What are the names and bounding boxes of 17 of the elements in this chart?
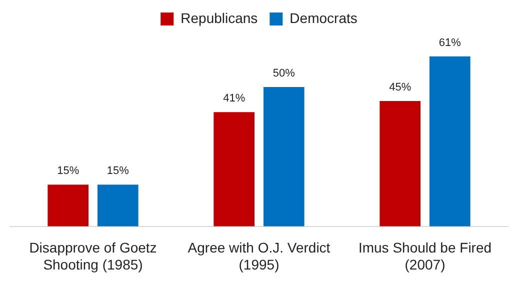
x-tick-label: Agree with O.J. Verdict (1995) xyxy=(188,240,330,272)
bar xyxy=(380,100,421,226)
x-tick-label: Disapprove of Goetz Shooting (1985) xyxy=(29,240,157,272)
bar xyxy=(97,184,138,226)
legend-label: Republicans xyxy=(180,10,258,26)
data-label: 15% xyxy=(106,165,130,178)
data-label: 15% xyxy=(57,165,80,178)
bar xyxy=(263,87,304,226)
bar xyxy=(48,184,89,226)
data-label: 41% xyxy=(223,92,246,105)
data-label: 45% xyxy=(389,82,412,94)
legend-label: Democrats xyxy=(290,10,358,26)
data-label: 50% xyxy=(272,68,296,80)
x-tick-label: Imus Should be Fired (2007) xyxy=(358,240,492,272)
bar xyxy=(214,112,255,226)
data-label: 61% xyxy=(438,36,462,49)
bar xyxy=(429,56,470,226)
